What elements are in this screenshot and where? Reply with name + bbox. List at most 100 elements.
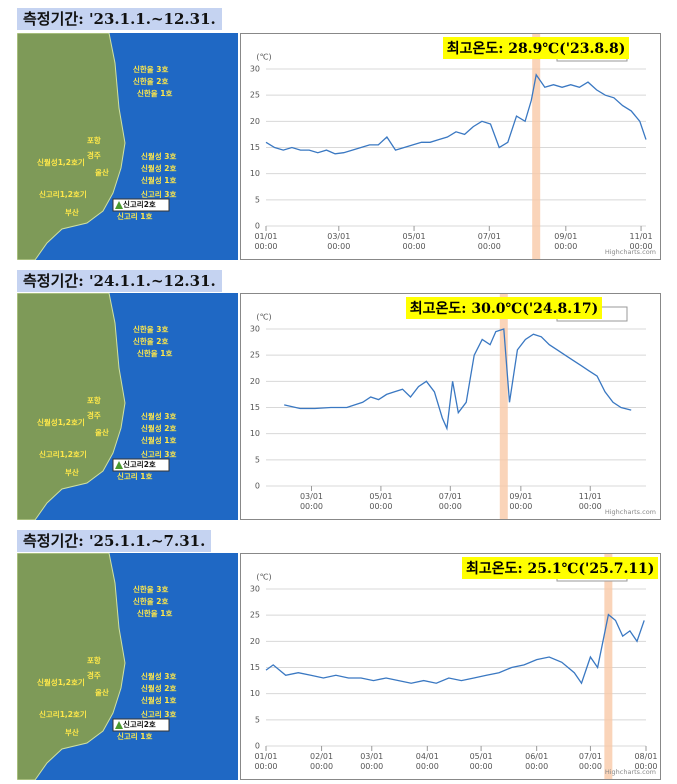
y-tick-label: 15 (250, 663, 260, 672)
map-label: 신월성 1호 (141, 435, 177, 445)
map-label: 신월성 1호 (141, 695, 177, 705)
y-tick-label: 10 (250, 429, 260, 438)
x-tick-label: 07/01 00:00 (438, 492, 462, 511)
y-tick-label: 10 (250, 689, 260, 698)
y-tick-label: 15 (250, 403, 260, 412)
map-label: 신월성1,2호기 (37, 417, 85, 427)
y-tick-label: 20 (250, 377, 260, 386)
y-tick-label: 30 (250, 585, 260, 594)
y-tick-label: 5 (255, 455, 260, 464)
x-tick-label: 01/01 00:00 (254, 232, 278, 251)
plant-box (112, 198, 170, 212)
y-axis-label: (℃) (256, 313, 271, 322)
y-tick-label: 25 (250, 351, 260, 360)
plant-icon (115, 721, 123, 729)
y-tick-label: 20 (250, 117, 260, 126)
highlight-band (532, 34, 541, 259)
map-label: 신월성1,2호기 (37, 157, 85, 167)
map-label: 신한울 1호 (137, 608, 173, 618)
x-tick-label: 03/01 00:00 (360, 752, 384, 771)
plant-icon (115, 201, 123, 209)
highlight-band (499, 294, 508, 519)
map-label: 포항 (87, 395, 101, 405)
plant-icon (115, 461, 123, 469)
x-tick-label: 05/01 00:00 (369, 492, 393, 511)
map-label: 신고리1,2호기 (39, 449, 87, 459)
y-tick-label: 25 (250, 611, 260, 620)
map-label: 포항 (87, 135, 101, 145)
x-tick-label: 09/01 00:00 (554, 232, 578, 251)
x-tick-label: 04/01 00:00 (415, 752, 439, 771)
annotation: 최고온도: 28.9℃('23.8.8) (442, 37, 630, 59)
map-label: 신월성1,2호기 (37, 677, 85, 687)
map-label: 울산 (95, 167, 109, 177)
map-label: 울산 (95, 427, 109, 437)
annotation: 최고온도: 25.1℃('25.7.11) (462, 557, 659, 579)
map-label: 신고리2호 (123, 459, 156, 469)
x-tick-label: 05/01 00:00 (469, 752, 493, 771)
y-tick-label: 30 (250, 325, 260, 334)
plant-box (112, 458, 170, 472)
line-series (284, 328, 632, 431)
map-label: 신월성 3호 (141, 671, 177, 681)
x-tick-label: 02/01 00:00 (310, 752, 334, 771)
y-axis-label: (℃) (256, 573, 271, 582)
map-label: 경주 (87, 670, 101, 680)
map-label: 신고리2호 (123, 199, 156, 209)
map-label: 부산 (65, 207, 79, 217)
annotation: 최고온도: 30.0℃('24.8.17) (405, 297, 603, 319)
map-label: 신월성 3호 (141, 151, 177, 161)
y-tick-label: 0 (255, 482, 260, 491)
y-tick-label: 25 (250, 91, 260, 100)
x-tick-label: 07/01 00:00 (477, 232, 501, 251)
map-label: 신월성 2호 (141, 683, 177, 693)
land (17, 33, 126, 260)
line-series (265, 73, 647, 155)
map-label: 신월성 2호 (141, 163, 177, 173)
map-label: 신한울 2호 (133, 76, 169, 86)
map-label: 신월성 3호 (141, 411, 177, 421)
map-label: 신고리2호 (123, 719, 156, 729)
map-label: 신고리 3호 (141, 189, 177, 199)
land (17, 293, 126, 520)
x-tick-label: 05/01 00:00 (402, 232, 426, 251)
map-label: 울산 (95, 687, 109, 697)
map-label: 신고리1,2호기 (39, 189, 87, 199)
x-tick-label: 11/01 00:00 (629, 232, 653, 251)
map-label: 신고리 1호 (117, 731, 153, 741)
map-label: 신한울 1호 (137, 348, 173, 358)
map-label: 신한울 2호 (133, 336, 169, 346)
island (19, 753, 39, 775)
credit: Highcharts.com (605, 508, 656, 516)
map-label: 포항 (87, 655, 101, 665)
x-tick-label: 09/01 00:00 (509, 492, 533, 511)
y-tick-label: 10 (250, 169, 260, 178)
map-label: 신고리 3호 (141, 449, 177, 459)
map-label: 신한울 3호 (133, 324, 169, 334)
map-label: 신한울 2호 (133, 596, 169, 606)
map-label: 신고리1,2호기 (39, 709, 87, 719)
map-label: 신고리 3호 (141, 709, 177, 719)
y-tick-label: 30 (250, 65, 260, 74)
y-axis-label: (℃) (256, 53, 271, 62)
x-tick-label: 01/01 00:00 (254, 752, 278, 771)
y-tick-label: 0 (255, 222, 260, 231)
map-label: 신한울 1호 (137, 88, 173, 98)
credit: Highcharts.com (605, 768, 656, 776)
island (19, 493, 39, 515)
highlight-band (604, 554, 613, 779)
map-label: 신월성 1호 (141, 175, 177, 185)
map-label: 신월성 2호 (141, 423, 177, 433)
map-label: 부산 (65, 467, 79, 477)
line-series (265, 613, 645, 685)
period-label: 측정기간: '25.1.1.~7.31. (17, 530, 212, 552)
